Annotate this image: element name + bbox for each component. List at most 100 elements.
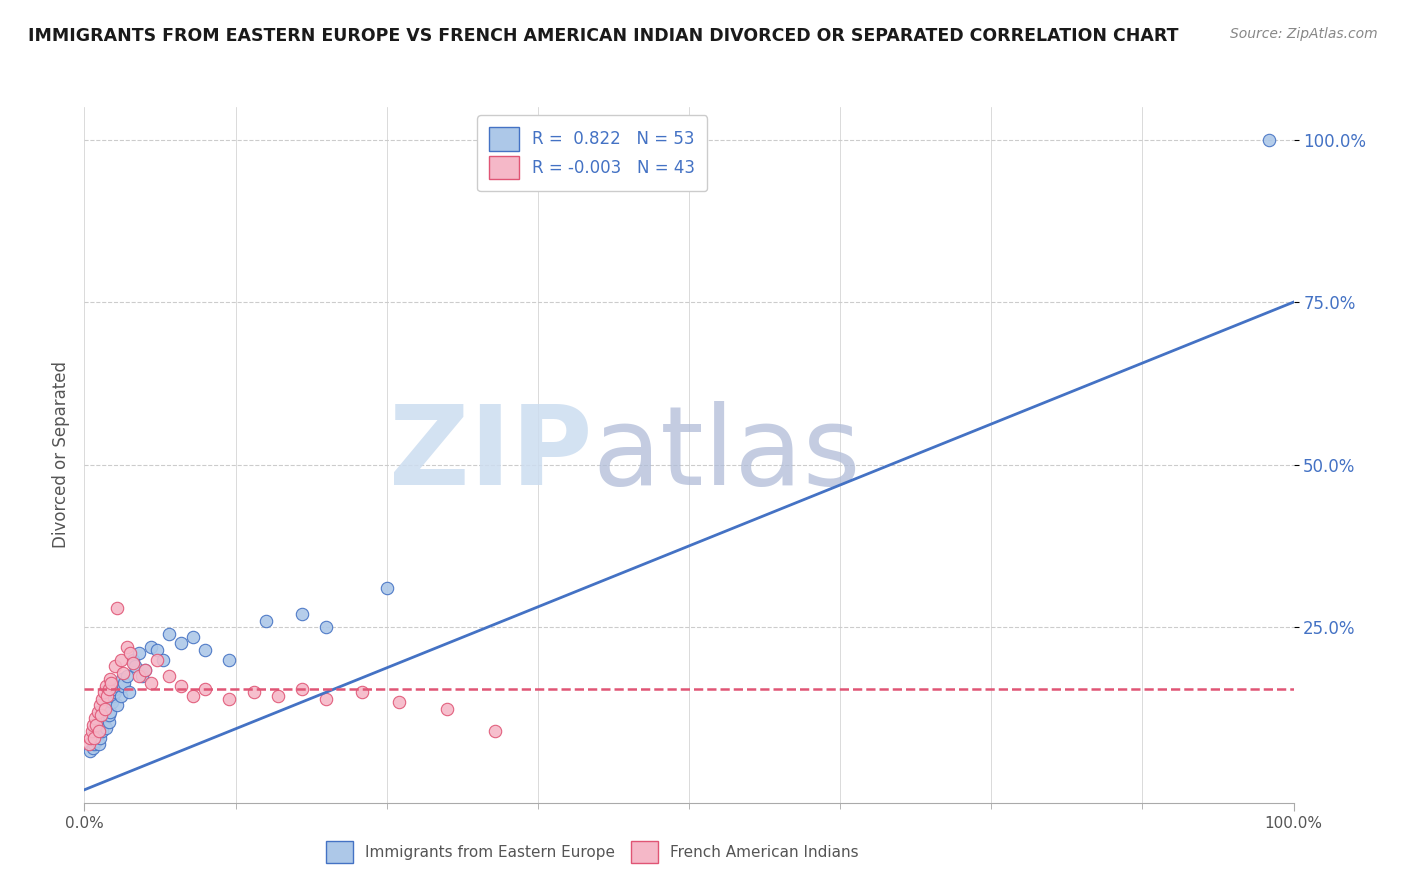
Point xyxy=(83,731,105,745)
Point xyxy=(91,691,114,706)
Point xyxy=(218,691,240,706)
Point xyxy=(91,724,114,739)
Point xyxy=(267,689,290,703)
Point xyxy=(110,653,132,667)
Point xyxy=(484,724,506,739)
Point xyxy=(94,679,117,693)
Point xyxy=(375,581,398,595)
Text: IMMIGRANTS FROM EASTERN EUROPE VS FRENCH AMERICAN INDIAN DIVORCED OR SEPARATED C: IMMIGRANTS FROM EASTERN EUROPE VS FRENCH… xyxy=(28,27,1178,45)
Point xyxy=(181,689,204,703)
Point xyxy=(97,681,120,696)
Point xyxy=(291,681,314,696)
Point xyxy=(87,724,110,739)
Point xyxy=(170,679,193,693)
Point xyxy=(86,724,108,739)
Point xyxy=(291,607,314,622)
Point xyxy=(134,663,156,677)
Point xyxy=(96,689,118,703)
Legend: Immigrants from Eastern Europe, French American Indians: Immigrants from Eastern Europe, French A… xyxy=(316,831,868,871)
Point xyxy=(84,731,107,745)
Point xyxy=(170,636,193,650)
Point xyxy=(157,626,180,640)
Point xyxy=(87,721,110,735)
Point xyxy=(104,685,127,699)
Point xyxy=(94,708,117,723)
Point xyxy=(242,685,264,699)
Point xyxy=(94,701,117,715)
Point xyxy=(98,705,121,719)
Point xyxy=(120,646,142,660)
Point xyxy=(1258,132,1281,146)
Point xyxy=(139,675,162,690)
Point xyxy=(352,685,374,699)
Point xyxy=(128,669,150,683)
Point xyxy=(87,737,110,751)
Point xyxy=(146,653,169,667)
Point xyxy=(139,640,162,654)
Point xyxy=(83,737,105,751)
Y-axis label: Divorced or Separated: Divorced or Separated xyxy=(52,361,70,549)
Point xyxy=(84,711,107,725)
Point xyxy=(89,731,111,745)
Point xyxy=(121,653,143,667)
Point xyxy=(79,731,101,745)
Point xyxy=(77,737,100,751)
Point xyxy=(91,705,114,719)
Point xyxy=(112,679,135,693)
Point xyxy=(93,714,115,729)
Point xyxy=(97,708,120,723)
Point xyxy=(79,744,101,758)
Text: atlas: atlas xyxy=(592,401,860,508)
Point xyxy=(98,672,121,686)
Point xyxy=(94,701,117,715)
Point xyxy=(315,691,337,706)
Point xyxy=(90,708,112,723)
Point xyxy=(111,672,134,686)
Point xyxy=(115,669,138,683)
Point xyxy=(82,718,104,732)
Point xyxy=(100,691,122,706)
Point xyxy=(124,659,146,673)
Point xyxy=(194,681,217,696)
Point xyxy=(157,669,180,683)
Point xyxy=(97,714,120,729)
Point xyxy=(93,685,115,699)
Point xyxy=(110,689,132,703)
Point xyxy=(254,614,277,628)
Point xyxy=(82,740,104,755)
Point xyxy=(112,665,135,680)
Point xyxy=(89,718,111,732)
Point xyxy=(118,685,141,699)
Point xyxy=(86,734,108,748)
Point xyxy=(134,663,156,677)
Point xyxy=(86,718,108,732)
Point xyxy=(218,653,240,667)
Point xyxy=(101,695,124,709)
Point xyxy=(112,675,135,690)
Point xyxy=(128,646,150,660)
Point xyxy=(80,724,103,739)
Point xyxy=(121,656,143,670)
Text: ZIP: ZIP xyxy=(389,401,592,508)
Point xyxy=(103,689,125,703)
Point xyxy=(315,620,337,634)
Point xyxy=(181,630,204,644)
Point xyxy=(105,698,128,713)
Point xyxy=(436,701,458,715)
Point xyxy=(194,643,217,657)
Point xyxy=(94,721,117,735)
Point xyxy=(86,705,108,719)
Point xyxy=(104,659,127,673)
Point xyxy=(115,640,138,654)
Point xyxy=(107,679,129,693)
Point xyxy=(100,675,122,690)
Point xyxy=(104,681,127,696)
Point xyxy=(86,727,108,741)
Point xyxy=(131,669,153,683)
Point xyxy=(105,600,128,615)
Point xyxy=(152,653,174,667)
Point xyxy=(89,698,111,713)
Point xyxy=(146,643,169,657)
Text: Source: ZipAtlas.com: Source: ZipAtlas.com xyxy=(1230,27,1378,41)
Point xyxy=(96,698,118,713)
